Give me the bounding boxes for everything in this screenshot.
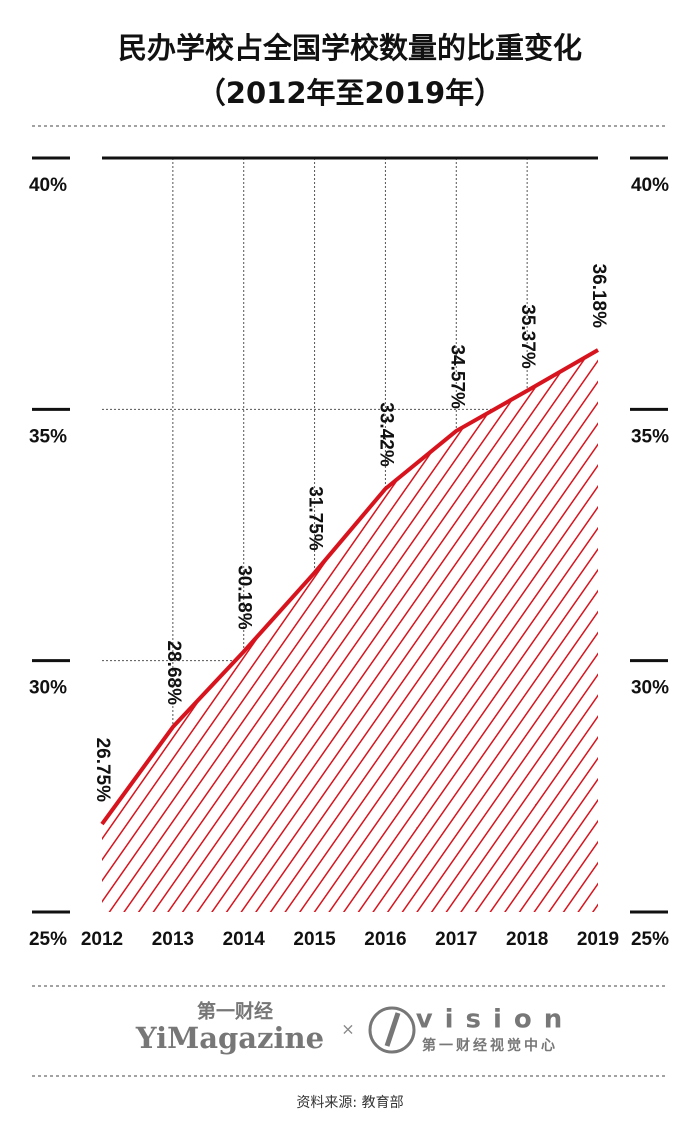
x-tick-label: 2018	[506, 929, 548, 950]
y-tick-label: 40%	[29, 175, 67, 196]
value-label: 28.68%	[163, 641, 184, 706]
area	[102, 350, 598, 912]
y-tick-label: 30%	[631, 678, 669, 699]
x-tick-label: 2014	[223, 929, 266, 950]
plot: 25% 25% 30% 30% 35% 35% 40% 40% 2012 26.75% 2013 28…	[29, 156, 669, 950]
x-tick-label: 2016	[364, 929, 406, 950]
brand-right-sub: 第一财经视觉中心	[422, 1037, 558, 1054]
y-tick-label: 25%	[29, 929, 67, 950]
y-tick-label: 35%	[631, 426, 669, 447]
value-label: 35.37%	[517, 304, 538, 369]
chart-title: 民办学校占全国学校数量的比重变化	[118, 31, 582, 65]
value-label: 26.75%	[92, 738, 113, 803]
x-tick-label: 2019	[577, 929, 619, 950]
value-label: 34.57%	[446, 344, 467, 409]
y-tick-label: 30%	[29, 678, 67, 699]
y-tick-label: 25%	[631, 929, 669, 950]
y-tick-label: 40%	[631, 175, 669, 196]
x-tick-label: 2012	[81, 929, 123, 950]
brand-right: vision	[416, 1005, 575, 1035]
source: 资料来源: 教育部	[296, 1095, 403, 1111]
brand-top: 第一财经	[197, 1000, 273, 1023]
value-label: 31.75%	[305, 486, 326, 551]
brand-logo	[384, 1012, 401, 1047]
y-tick-label: 35%	[29, 426, 67, 447]
brand-logo	[368, 1006, 416, 1054]
x-tick-label: 2017	[435, 929, 477, 950]
value-label: 33.42%	[375, 402, 396, 467]
chart-subtitle: （2012年至2019年）	[197, 76, 503, 110]
value-label: 30.18%	[234, 565, 255, 630]
value-label: 36.18%	[588, 264, 609, 329]
brand-left: YiMagazine	[135, 1021, 324, 1055]
brand-separator: ×	[341, 1020, 354, 1039]
x-tick-label: 2013	[152, 929, 194, 950]
line	[100, 348, 599, 826]
x-tick-label: 2015	[293, 929, 336, 950]
